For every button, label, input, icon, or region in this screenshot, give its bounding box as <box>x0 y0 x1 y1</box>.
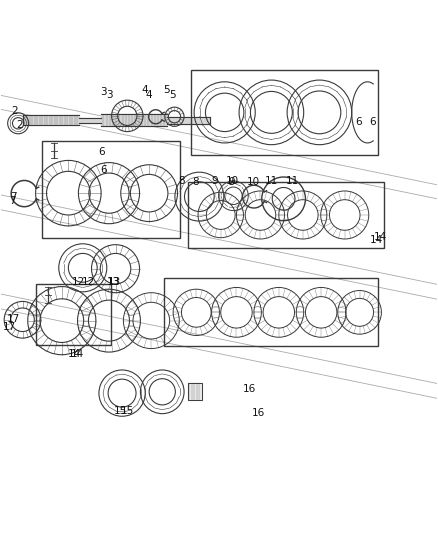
Text: 2: 2 <box>17 119 23 130</box>
Bar <box>187 383 202 400</box>
Text: 4: 4 <box>141 85 148 95</box>
Text: 3: 3 <box>106 91 113 100</box>
Text: 6: 6 <box>98 147 104 157</box>
Bar <box>36 284 111 345</box>
Text: 3: 3 <box>100 87 106 97</box>
Text: 8: 8 <box>179 176 185 187</box>
Text: 15: 15 <box>121 407 134 416</box>
Bar <box>191 70 378 155</box>
Text: 2: 2 <box>11 106 18 116</box>
Text: 17: 17 <box>7 314 21 324</box>
Text: 11: 11 <box>265 176 278 187</box>
Text: 16: 16 <box>252 408 265 418</box>
Text: 4: 4 <box>146 90 152 100</box>
Text: 14: 14 <box>370 235 383 245</box>
Text: 6: 6 <box>100 165 106 175</box>
Text: 7: 7 <box>10 196 16 206</box>
Text: 14: 14 <box>71 349 84 359</box>
Text: 9: 9 <box>229 177 235 187</box>
Text: 5: 5 <box>163 85 170 95</box>
Text: 11: 11 <box>286 176 299 187</box>
Text: 16: 16 <box>243 384 256 394</box>
Text: 7: 7 <box>11 192 17 201</box>
Text: 12: 12 <box>72 277 85 287</box>
Text: 13: 13 <box>108 277 121 287</box>
Bar <box>42 141 180 238</box>
Text: 13: 13 <box>107 277 120 287</box>
Text: 15: 15 <box>114 406 127 416</box>
Text: 10: 10 <box>247 177 260 187</box>
Text: 6: 6 <box>355 117 362 127</box>
Text: 5: 5 <box>169 90 176 100</box>
Bar <box>164 278 378 346</box>
Text: 6: 6 <box>369 117 376 127</box>
Text: 12: 12 <box>81 277 95 287</box>
Text: 8: 8 <box>193 177 199 187</box>
Text: 14: 14 <box>67 349 81 359</box>
Text: 17: 17 <box>3 322 16 332</box>
Text: 9: 9 <box>211 176 218 187</box>
Text: 10: 10 <box>226 176 239 187</box>
Text: 14: 14 <box>374 232 387 242</box>
Bar <box>188 182 384 248</box>
